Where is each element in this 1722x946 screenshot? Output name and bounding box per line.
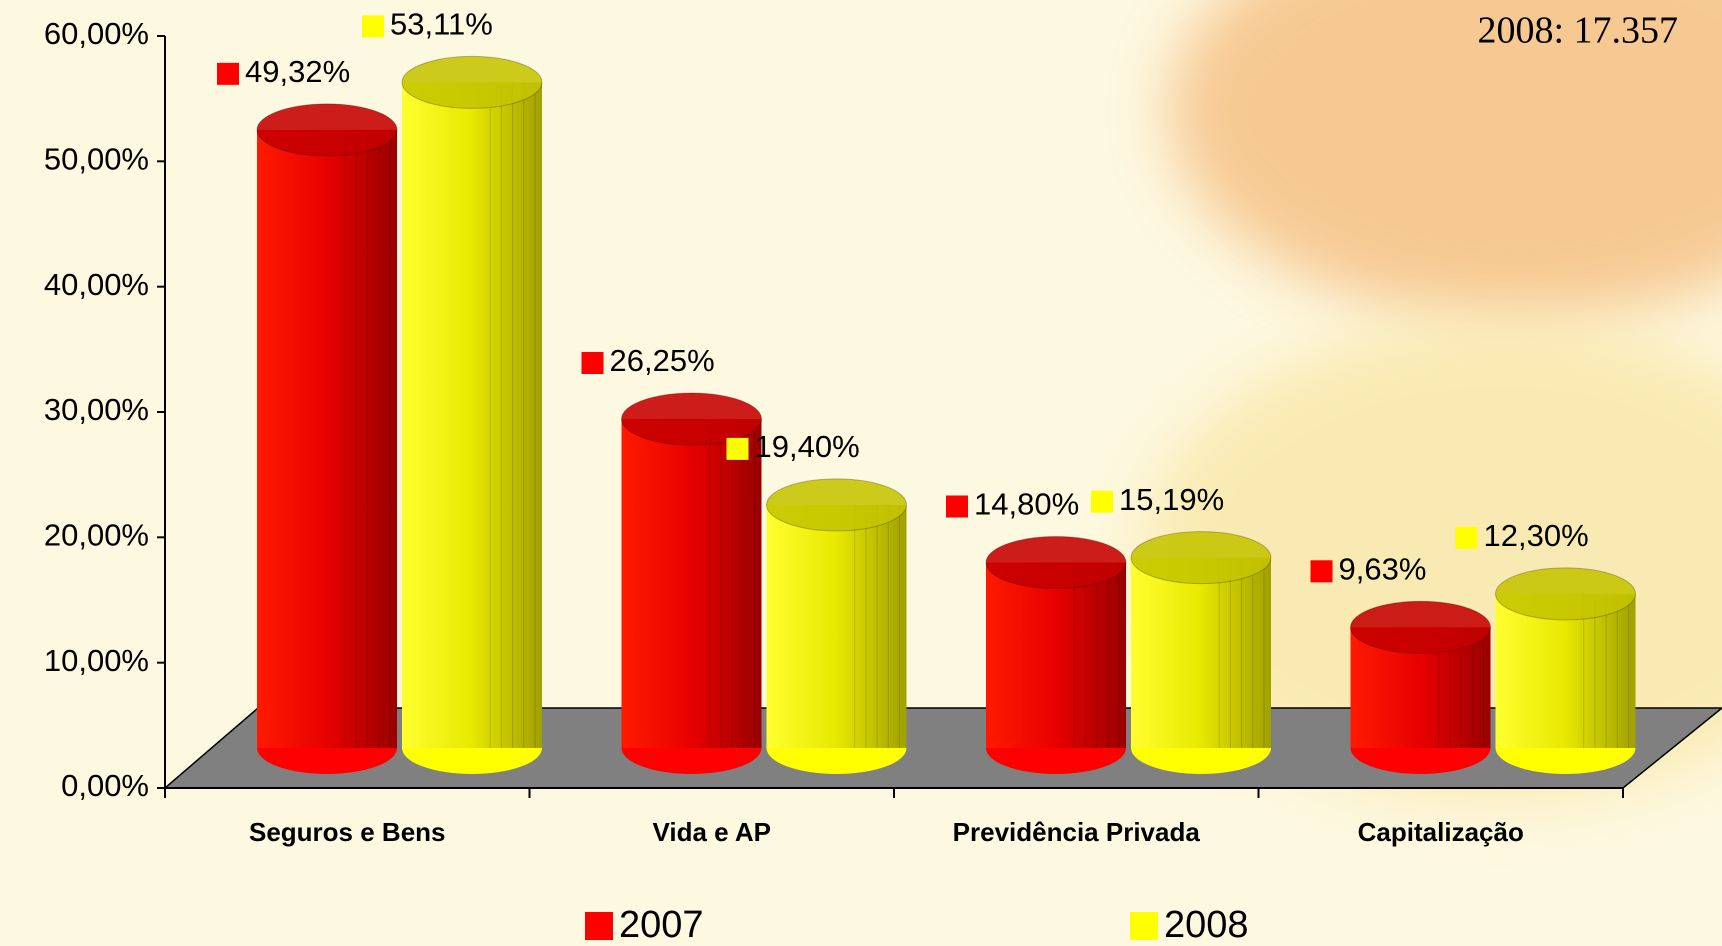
bar xyxy=(986,562,1126,748)
value-label: 49,32% xyxy=(245,54,350,89)
annotation: 2008: 17.357 xyxy=(1477,10,1678,52)
bar-cap-shade xyxy=(1131,531,1271,584)
legend-key xyxy=(585,912,613,940)
x-tick-label: Previdência Privada xyxy=(953,817,1201,847)
value-label-key xyxy=(1091,490,1113,513)
y-tick-label: 10,00% xyxy=(44,643,149,678)
value-label-key xyxy=(1310,560,1333,583)
bar-cap-shade xyxy=(621,393,762,445)
value-label: 12,30% xyxy=(1484,518,1589,553)
bar xyxy=(257,129,397,748)
y-tick-label: 60,00% xyxy=(44,16,149,51)
value-label: 19,40% xyxy=(755,429,860,464)
bar xyxy=(621,419,762,748)
bar xyxy=(1131,557,1271,748)
bar-cap-shade xyxy=(257,103,397,156)
legend-label: 2007 xyxy=(619,904,704,946)
value-label: 14,80% xyxy=(974,487,1079,522)
value-label-key xyxy=(946,495,968,518)
value-label-key xyxy=(1455,526,1478,549)
y-tick-label: 0,00% xyxy=(61,768,149,803)
value-label: 15,19% xyxy=(1119,482,1224,517)
bar-cap xyxy=(766,478,907,532)
bar-cap-shade xyxy=(402,56,542,109)
bar-cap-shade xyxy=(1350,601,1491,654)
bar-cap xyxy=(621,392,762,446)
y-tick-label: 50,00% xyxy=(44,142,149,177)
value-label-key xyxy=(217,62,239,85)
bar-cap xyxy=(1130,531,1272,585)
value-label: 26,25% xyxy=(610,343,715,378)
bar-cap xyxy=(401,55,543,109)
bar-cap xyxy=(1495,567,1636,621)
x-tick-label: Vida e AP xyxy=(653,817,772,847)
bar-cap-shade xyxy=(986,536,1126,589)
bar-cap-shade xyxy=(1495,567,1636,620)
y-tick-label: 20,00% xyxy=(44,518,149,553)
value-label: 9,63% xyxy=(1339,551,1427,586)
x-tick-label: Seguros e Bens xyxy=(249,817,446,847)
bar-cap xyxy=(1350,600,1491,654)
bar xyxy=(766,504,907,748)
value-label: 53,11% xyxy=(390,7,493,42)
legend-label: 2008 xyxy=(1164,904,1249,946)
bar xyxy=(402,82,542,748)
value-label-key xyxy=(581,352,604,374)
bg-shape xyxy=(1170,0,1722,320)
value-label-key xyxy=(726,437,749,460)
y-tick-label: 40,00% xyxy=(44,267,149,302)
x-tick-label: Capitalização xyxy=(1358,817,1524,847)
bar-cap xyxy=(256,103,398,157)
y-tick-label: 30,00% xyxy=(44,392,149,427)
bar-cap xyxy=(985,536,1127,590)
value-label-key xyxy=(362,15,384,38)
bar-cap-shade xyxy=(766,478,907,531)
legend-key xyxy=(1130,912,1158,940)
